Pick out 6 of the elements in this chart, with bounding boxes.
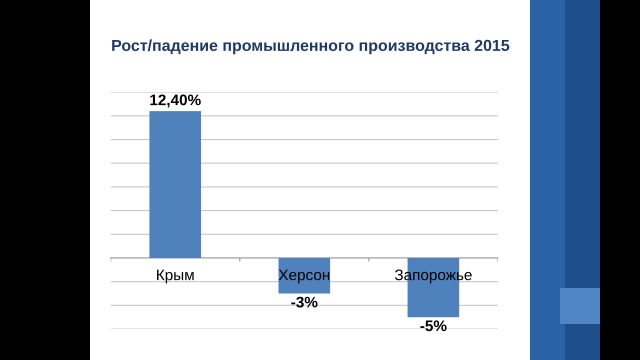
data-label: -3% (291, 296, 318, 308)
data-label: -5% (420, 320, 447, 332)
x-tick-label: Крым (157, 270, 194, 284)
x-tick-label: Херсон (278, 270, 330, 284)
data-label: 12,40% (150, 94, 201, 108)
chart-title: Рост/падение промышленного производства 2015 (112, 39, 510, 54)
